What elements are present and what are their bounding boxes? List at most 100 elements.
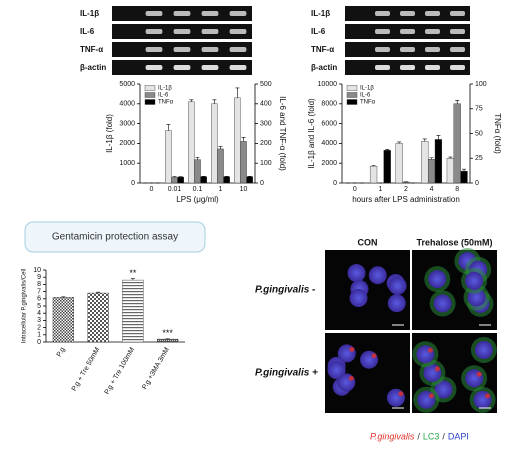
x-tick-label: 0.1 xyxy=(193,186,203,193)
gel-label: TNF-α xyxy=(311,45,334,54)
bacteria-signal xyxy=(476,371,482,377)
error-bar xyxy=(241,137,246,142)
gel-band xyxy=(201,29,219,34)
nucleus xyxy=(416,345,435,364)
nucleus xyxy=(428,270,447,289)
bar xyxy=(427,159,436,184)
nucleus xyxy=(433,294,452,313)
legend-label: TNFα xyxy=(360,100,376,106)
y2-tick-label: 50 xyxy=(475,130,483,137)
y2-axis-title: TNFα (fold) xyxy=(493,113,502,154)
y-tick-label: 0 xyxy=(37,339,41,346)
gel-band xyxy=(400,29,415,34)
title-box xyxy=(24,221,206,253)
gel-label: IL-1β xyxy=(311,9,330,18)
column-label: CON xyxy=(358,237,378,247)
legend-label: IL-6 xyxy=(360,93,371,99)
error-bar xyxy=(385,149,390,151)
bacteria-signal xyxy=(371,353,377,359)
x-tick-label: 1 xyxy=(219,186,223,193)
y-tick-label: 5000 xyxy=(119,81,135,88)
row-label: P.gingivalis + xyxy=(255,368,318,379)
error-bar xyxy=(422,138,427,142)
chart-title: Gentamicin protection assay xyxy=(52,232,178,243)
error-bar xyxy=(61,296,66,298)
y-tick-label: 2000 xyxy=(321,160,337,167)
stain-legend: DAPI xyxy=(448,431,469,441)
error-bar xyxy=(429,157,434,160)
bar xyxy=(87,292,109,343)
x-tick-label: 0.01 xyxy=(168,186,182,193)
bar xyxy=(369,165,378,184)
bar xyxy=(383,150,391,184)
x-tick-label: 4 xyxy=(430,186,434,193)
nucleus xyxy=(388,276,407,295)
bar xyxy=(200,176,207,184)
bar xyxy=(453,103,461,184)
gel-label: β-actin xyxy=(80,63,106,72)
annotation: *** xyxy=(162,328,173,338)
bar xyxy=(194,159,201,184)
bar xyxy=(165,130,172,184)
gel-band xyxy=(173,11,191,16)
x-axis-title: LPS (μg/ml) xyxy=(176,195,219,204)
y-tick-label: 1000 xyxy=(119,160,135,167)
gel-band xyxy=(450,11,465,16)
y-tick-label: 10 xyxy=(33,267,41,274)
nucleus xyxy=(347,264,366,283)
stain-legend: P.gingivalis xyxy=(370,431,415,441)
bar xyxy=(171,177,178,184)
gel-band xyxy=(375,47,390,52)
stain-legend: / xyxy=(417,431,420,441)
y-tick-label: 4000 xyxy=(321,140,337,147)
nucleus xyxy=(434,380,453,399)
nucleus xyxy=(360,350,379,369)
legend-swatch xyxy=(144,92,156,98)
nucleus xyxy=(465,271,484,290)
y2-tick-label: 200 xyxy=(260,140,272,147)
y-tick-label: 0 xyxy=(131,180,135,187)
x-tick-label: P.g xyxy=(56,346,67,358)
nucleus xyxy=(327,361,346,380)
y2-tick-label: 100 xyxy=(260,160,272,167)
gel-band xyxy=(145,47,163,52)
error-bar xyxy=(166,124,171,131)
error-bar xyxy=(448,156,453,159)
y2-tick-label: 0 xyxy=(475,180,479,187)
y-tick-label: 3000 xyxy=(119,120,135,127)
gel-label: β-actin xyxy=(311,63,337,72)
bar xyxy=(446,158,454,184)
bar xyxy=(246,176,253,184)
gel-band xyxy=(173,47,191,52)
y-tick-label: 5 xyxy=(37,303,41,310)
gel-band xyxy=(201,47,219,52)
bacteria-signal xyxy=(398,391,404,397)
nucleus xyxy=(337,344,356,363)
gel-band xyxy=(375,29,390,34)
gel-band xyxy=(425,47,440,52)
legend-swatch xyxy=(144,99,156,105)
y2-axis-title: IL-6 and TNF-α (fold) xyxy=(278,96,287,171)
error-bar xyxy=(96,291,101,294)
bar xyxy=(52,297,75,343)
nucleus xyxy=(417,390,436,409)
y-tick-label: 6 xyxy=(37,296,41,303)
gel-band xyxy=(201,65,219,70)
gel-band xyxy=(400,65,415,70)
gel-band xyxy=(425,29,440,34)
bar xyxy=(156,338,179,343)
row-label: P.gingivalis - xyxy=(255,285,316,296)
bacteria-signal xyxy=(485,393,491,399)
y-axis-title: Intracellular P.gingivalis/Cell xyxy=(22,269,28,343)
x-tick-label: 10 xyxy=(240,186,248,193)
bar xyxy=(211,103,218,184)
y-tick-label: 4 xyxy=(37,310,41,317)
x-tick-label: P.g + Tre 50mM xyxy=(71,346,102,392)
y-tick-label: 2 xyxy=(37,324,41,331)
bacteria-signal xyxy=(348,375,354,381)
gel-label: TNF-α xyxy=(80,45,103,54)
gel-band xyxy=(229,65,247,70)
stain-legend: / xyxy=(442,431,445,441)
bar xyxy=(395,143,403,184)
